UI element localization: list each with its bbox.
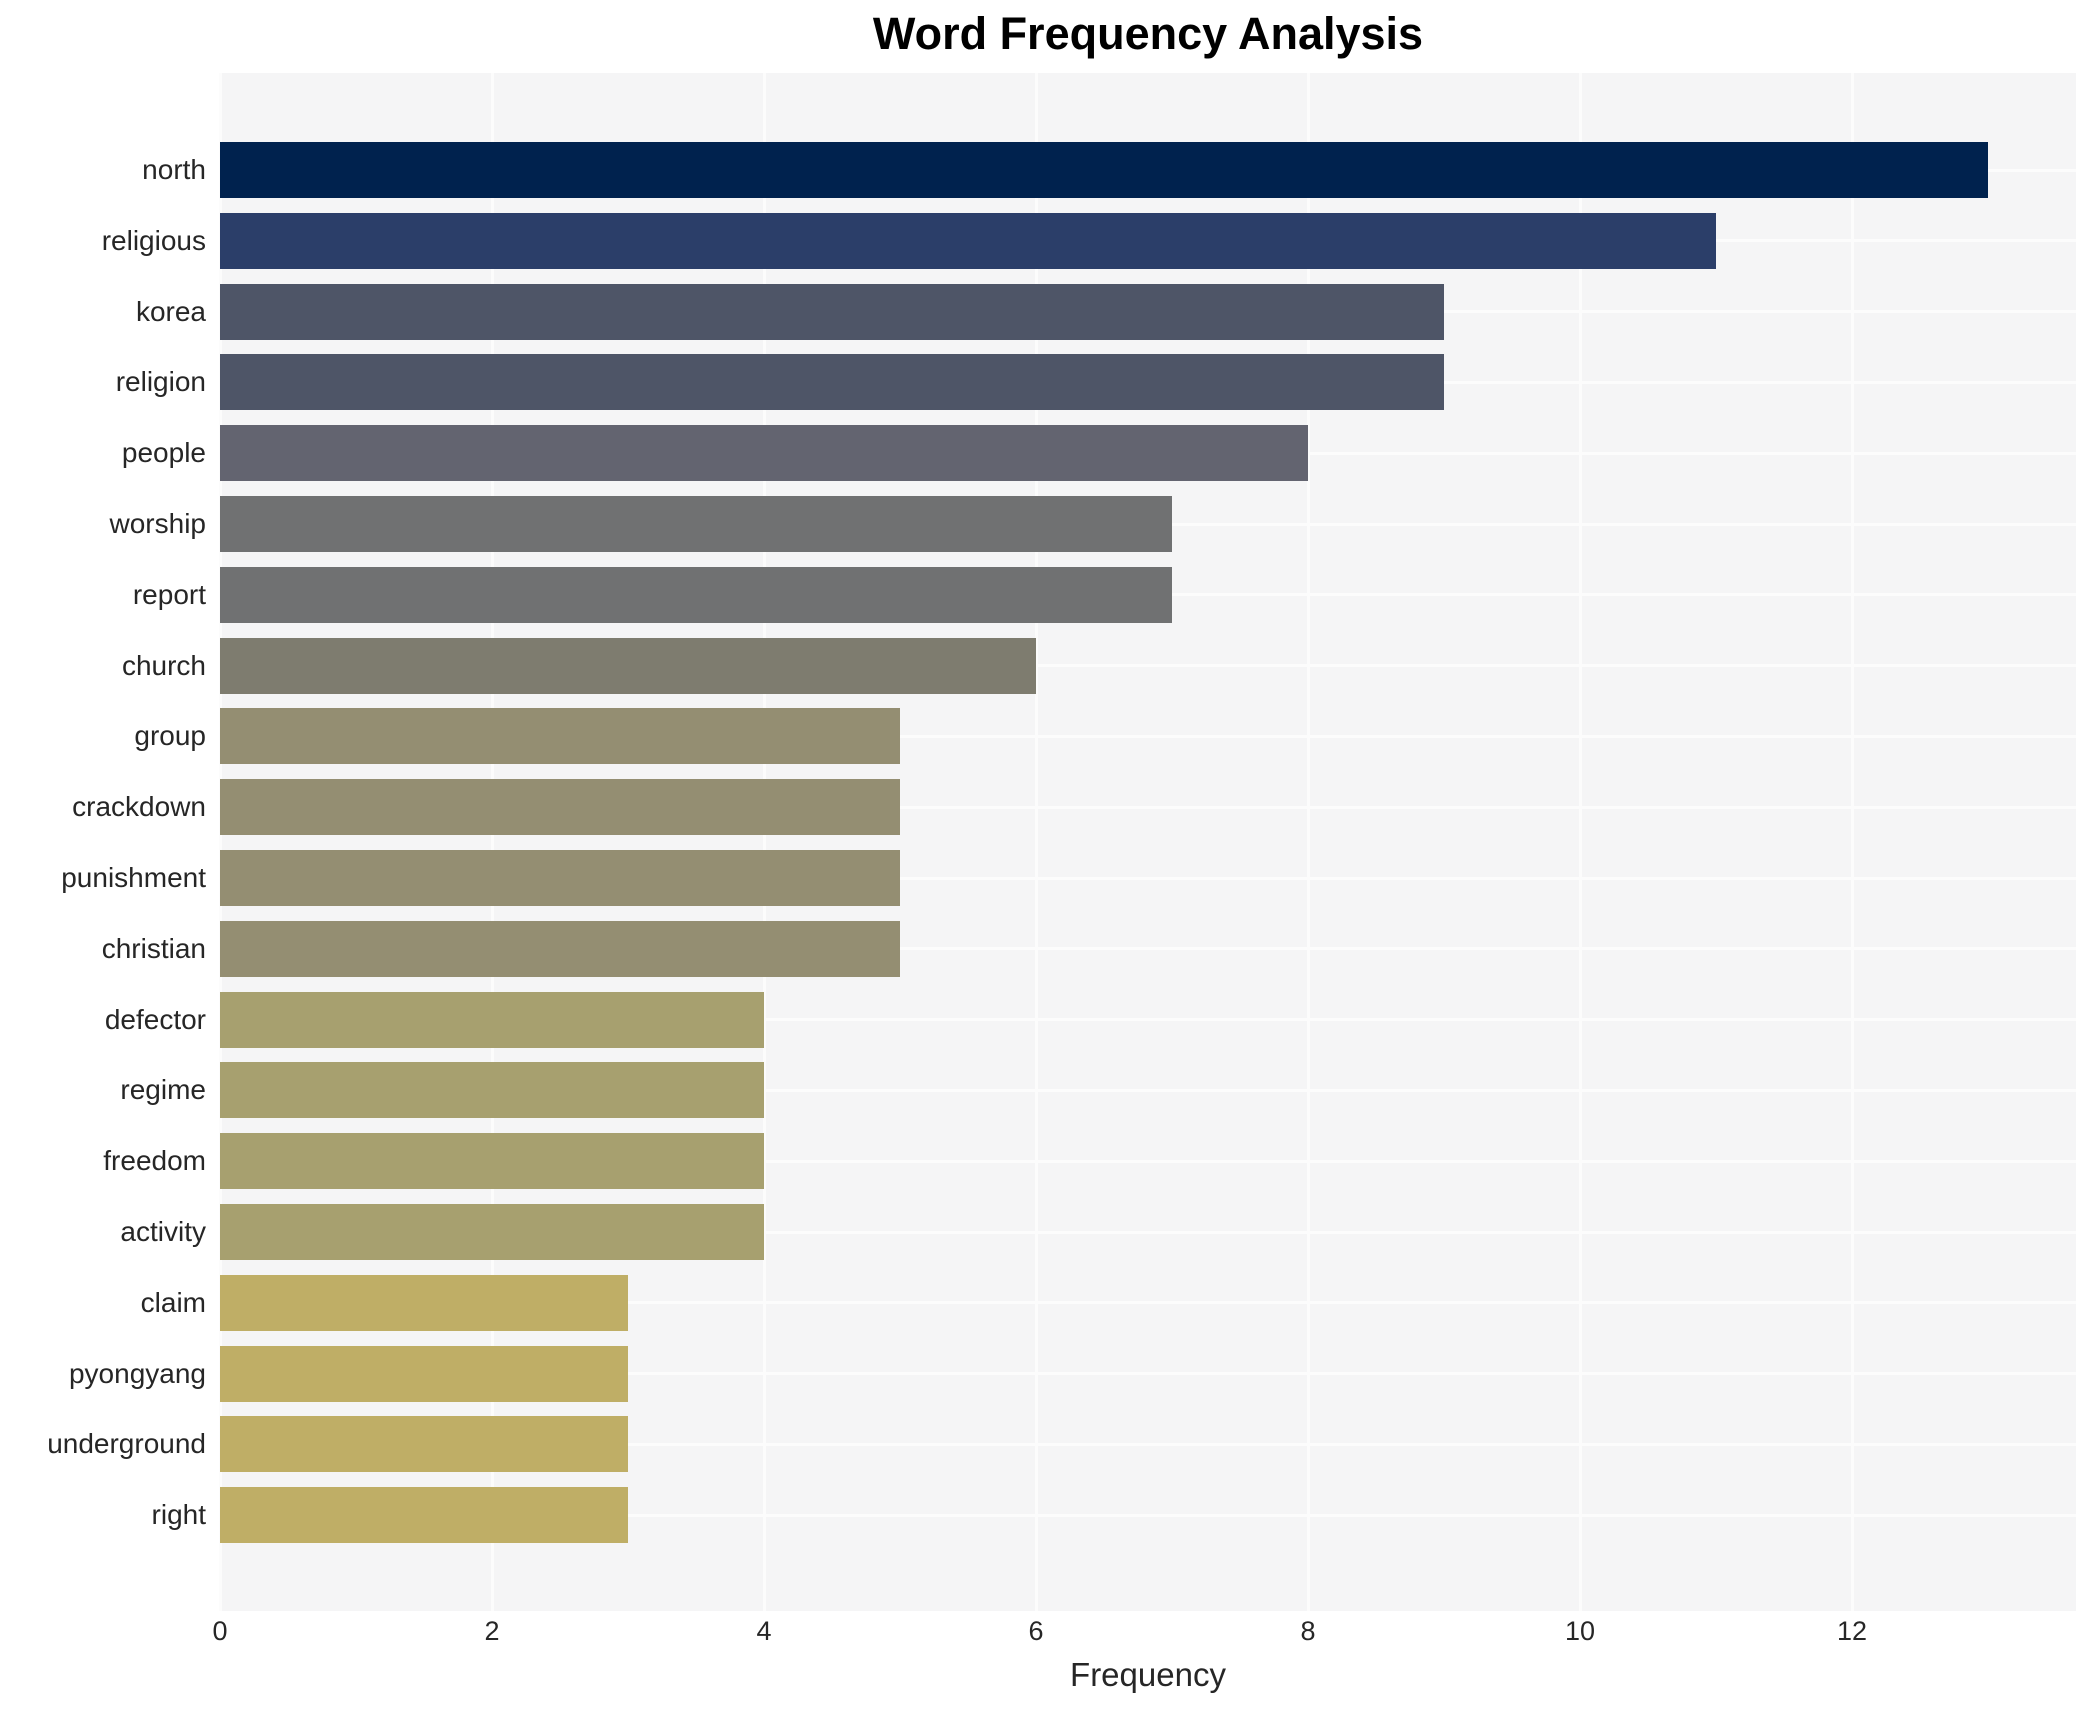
x-tick-6: 6 — [1028, 1616, 1044, 1646]
y-label-underground: underground — [47, 1428, 206, 1460]
bar-regime — [220, 1062, 764, 1119]
bar-freedom — [220, 1133, 764, 1190]
gridline-x-8 — [1307, 73, 1310, 1611]
bar-right — [220, 1487, 628, 1544]
bar-punishment — [220, 850, 900, 906]
gridline-y-freedom — [220, 1159, 2076, 1163]
y-label-korea: korea — [135, 295, 206, 327]
y-label-right: right — [151, 1499, 206, 1531]
x-tick-12: 12 — [1836, 1616, 1868, 1646]
bar-report — [220, 566, 1172, 623]
gridline-y-claim — [220, 1301, 2076, 1305]
y-label-regime: regime — [120, 1074, 206, 1106]
x-axis-label: Frequency — [1070, 1656, 1226, 1693]
y-label-activity: activity — [120, 1216, 206, 1247]
gridline-x-10 — [1579, 73, 1582, 1611]
x-tick-10: 10 — [1564, 1616, 1596, 1646]
y-label-religion: religion — [115, 366, 206, 398]
y-label-punishment: punishment — [61, 862, 206, 893]
bar-church — [220, 637, 1036, 694]
gridline-y-underground — [220, 1442, 2076, 1446]
gridline-y-defector — [220, 1018, 2076, 1022]
gridline-x-0 — [219, 73, 222, 1611]
x-tick-2: 2 — [484, 1616, 500, 1646]
bar-religion — [220, 354, 1444, 411]
y-label-claim: claim — [140, 1286, 206, 1318]
gridline-y-punishment — [220, 876, 2076, 880]
bar-crackdown — [220, 779, 900, 836]
y-label-defector: defector — [104, 1003, 206, 1035]
gridline-y-group — [220, 734, 2076, 738]
y-label-report: report — [132, 578, 206, 610]
gridline-y-activity — [220, 1230, 2076, 1234]
gridline-y-church — [220, 664, 2076, 668]
y-label-north: north — [142, 154, 206, 185]
gridline-y-pyongyang — [220, 1372, 2076, 1376]
y-label-church: church — [121, 649, 206, 681]
bar-korea — [220, 283, 1444, 340]
gridline-y-right — [220, 1513, 2076, 1517]
y-label-religious: religious — [101, 224, 206, 256]
y-label-pyongyang: pyongyang — [68, 1357, 206, 1389]
y-label-people: people — [121, 437, 206, 469]
bar-worship — [220, 496, 1172, 552]
y-label-christian: christian — [101, 932, 206, 964]
x-tick-4: 4 — [756, 1616, 772, 1646]
x-tick-0: 0 — [212, 1616, 228, 1646]
gridline-x-4 — [763, 73, 766, 1611]
bar-north — [220, 142, 1988, 198]
y-label-worship: worship — [109, 508, 206, 539]
gridline-y-regime — [220, 1088, 2076, 1092]
gridline-y-christian — [220, 947, 2076, 951]
y-label-group: group — [134, 720, 206, 752]
bar-people — [220, 425, 1308, 482]
bar-religious — [220, 212, 1716, 269]
gridline-y-crackdown — [220, 805, 2076, 809]
gridline-x-2 — [491, 73, 494, 1611]
bar-defector — [220, 991, 764, 1048]
y-label-crackdown: crackdown — [72, 791, 206, 823]
bar-group — [220, 708, 900, 765]
bar-christian — [220, 920, 900, 977]
x-tick-8: 8 — [1300, 1616, 1316, 1646]
bar-claim — [220, 1274, 628, 1331]
bar-activity — [220, 1204, 764, 1260]
gridline-x-12 — [1851, 73, 1854, 1611]
bar-pyongyang — [220, 1345, 628, 1402]
gridline-x-6 — [1035, 73, 1038, 1611]
y-label-freedom: freedom — [103, 1145, 206, 1177]
chart-title: Word Frequency Analysis — [872, 8, 1424, 59]
bar-underground — [220, 1416, 628, 1473]
plot-area — [219, 73, 2076, 1611]
